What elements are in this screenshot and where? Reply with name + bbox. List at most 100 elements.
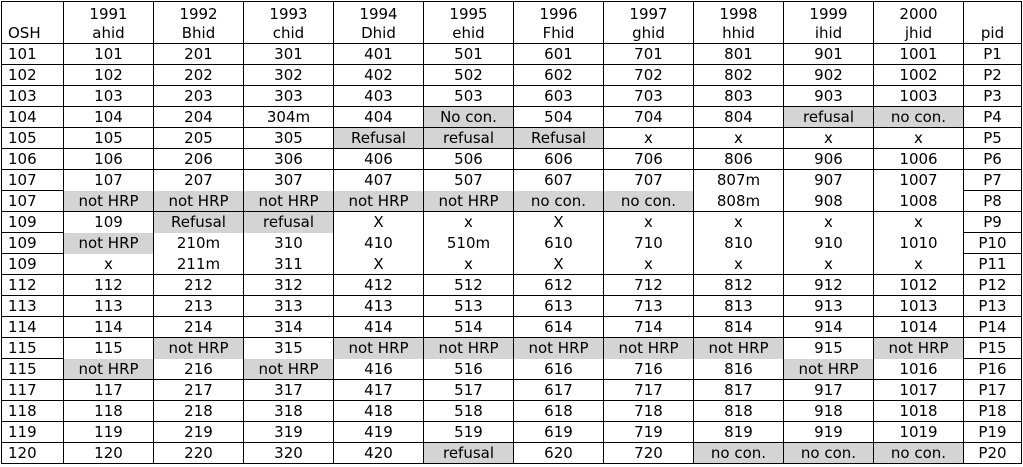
year-label: 1992 [179,5,218,23]
pid-cell: P9 [963,211,1022,233]
household-id-cell: 806 [693,148,784,170]
household-id-cell: 412 [333,274,424,296]
household-id-cell: 603 [513,85,604,107]
pid-cell: P10 [963,232,1022,254]
table-row: 102 102 202 302 402 502 602 702 802 902 1002 P2 [1,64,1022,86]
household-id-cell: 713 [603,295,694,317]
household-id-cell: 517 [423,379,514,401]
household-id-cell: not HRP [693,337,784,359]
household-id-cell: 601 [513,43,604,65]
osh-cell: 120 [1,442,64,464]
osh-header: OSH [1,1,64,44]
household-id-cell: 917 [783,379,874,401]
table-row: 114 114 214 314 414 514 614 714 814 914 1014 P14 [1,316,1022,338]
household-id-cell: 207 [153,169,244,191]
osh-header-label: OSH [8,24,41,42]
household-id-cell: 416 [333,358,424,380]
osh-cell: 104 [1,106,64,128]
household-id-cell: 519 [423,421,514,443]
household-id-cell: 818 [693,400,784,422]
household-id-cell: 607 [513,169,604,191]
household-id-cell: 103 [63,85,154,107]
id-label: ahid [92,24,125,42]
household-id-cell: 1003 [873,85,964,107]
table-row: 103 103 203 303 403 503 603 703 803 903 1003 P3 [1,85,1022,107]
osh-cell: 118 [1,400,64,422]
household-id-cell: 1012 [873,274,964,296]
pid-cell: P1 [963,43,1022,65]
household-id-cell: x [873,127,964,149]
household-id-cell: 120 [63,442,154,464]
household-id-cell: 204 [153,106,244,128]
household-id-cell: 1016 [873,358,964,380]
household-id-cell: 914 [783,316,874,338]
pid-cell: P17 [963,379,1022,401]
household-id-cell: 310 [243,232,334,254]
household-id-cell: 903 [783,85,874,107]
household-id-cell: not HRP [63,358,154,380]
household-id-cell: no con. [873,106,964,128]
household-id-cell: 306 [243,148,334,170]
household-id-cell: refusal [243,211,334,233]
household-id-cell: 712 [603,274,694,296]
osh-cell: 105 [1,127,64,149]
year-label: 2000 [899,5,938,23]
osh-cell: 101 [1,43,64,65]
table-row: 119 119 219 319 419 519 619 719 819 919 1019 P19 [1,421,1022,443]
pid-cell: P11 [963,253,1022,275]
household-id-cell: x [603,211,694,233]
osh-cell: 109 [1,211,64,233]
household-id-cell: refusal [783,106,874,128]
osh-cell: 107 [1,169,64,191]
household-id-cell: 218 [153,400,244,422]
household-id-cell: 214 [153,316,244,338]
household-id-cell: no con. [873,442,964,464]
household-id-cell: 104 [63,106,154,128]
household-id-cell: 304m [243,106,334,128]
household-id-cell: 413 [333,295,424,317]
household-id-cell: 706 [603,148,694,170]
household-id-cell: 302 [243,64,334,86]
pid-cell: P12 [963,274,1022,296]
household-id-cell: 109 [63,211,154,233]
household-id-cell: not HRP [333,337,424,359]
table-row: 104 104 204 304m 404 No con. 504 704 804 refusal n… [1,106,1022,128]
household-id-cell: 919 [783,421,874,443]
household-id-cell: 602 [513,64,604,86]
household-id-cell: 807m [693,169,784,191]
household-id-cell: 313 [243,295,334,317]
household-id-cell: x [693,127,784,149]
household-id-cell: 510m [423,232,514,254]
household-id-cell: 107 [63,169,154,191]
id-label: jhid [904,24,933,42]
household-id-cell: 212 [153,274,244,296]
household-id-cell: 115 [63,337,154,359]
household-id-cell: 720 [603,442,694,464]
household-id-cell: 612 [513,274,604,296]
household-id-cell: not HRP [63,232,154,254]
household-id-cell: 102 [63,64,154,86]
year-header: 1999 ihid [783,1,874,44]
household-id-cell: 701 [603,43,694,65]
year-label: 1997 [629,5,668,23]
household-id-cell: x [63,253,154,275]
household-id-cell: not HRP [423,337,514,359]
household-id-cell: 707 [603,169,694,191]
year-label: 1999 [809,5,848,23]
household-id-cell: 314 [243,316,334,338]
household-id-cell: 1018 [873,400,964,422]
household-id-cell: not HRP [783,358,874,380]
household-id-cell: 819 [693,421,784,443]
household-id-cell: 714 [603,316,694,338]
household-id-cell: 206 [153,148,244,170]
table-row: 115 not HRP 216 not HRP 416 516 616 716 816 not H… [1,358,1022,380]
household-id-cell: 1014 [873,316,964,338]
household-id-cell: not HRP [153,337,244,359]
household-id-cell: 1010 [873,232,964,254]
household-id-cell: 205 [153,127,244,149]
household-id-cell: not HRP [243,358,334,380]
household-id-cell: 908 [783,190,874,212]
household-id-cell: 407 [333,169,424,191]
